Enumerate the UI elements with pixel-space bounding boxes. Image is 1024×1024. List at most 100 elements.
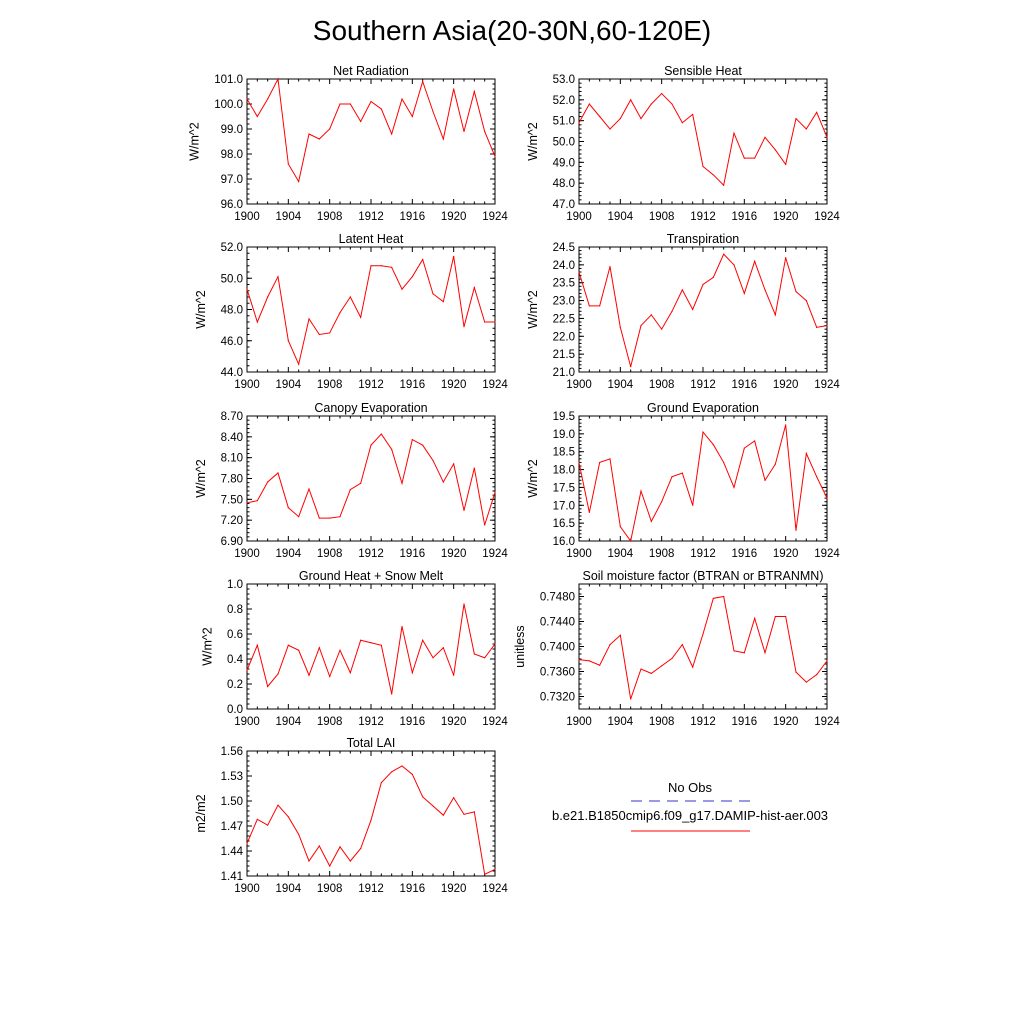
- panel: Sensible Heat 1900 1904 1908 1912 1916 1920 192…: [526, 64, 840, 223]
- data-point: [599, 664, 601, 666]
- x-tick-label: 1908: [649, 211, 675, 223]
- y-tick-label: 101.0: [214, 74, 243, 86]
- data-point: [463, 130, 465, 133]
- y-tick-label: 0.2: [227, 679, 243, 691]
- panel-title: Canopy Evaporation: [314, 401, 427, 415]
- data-point: [277, 673, 279, 675]
- data-point: [795, 117, 797, 120]
- data-point: [318, 845, 320, 847]
- data-point: [422, 639, 424, 641]
- data-point: [370, 642, 372, 644]
- x-tick-label: 1912: [690, 379, 716, 391]
- data-point: [391, 133, 393, 135]
- data-point: [733, 132, 735, 134]
- data-point: [339, 846, 341, 848]
- x-tick-label: 1904: [608, 379, 634, 391]
- data-point: [329, 128, 331, 130]
- y-tick-label: 0.6: [227, 629, 243, 641]
- data-point: [442, 647, 444, 649]
- data-point: [692, 113, 694, 116]
- data-point: [599, 461, 601, 464]
- data-point: [723, 253, 725, 255]
- data-point: [401, 765, 403, 767]
- data-point: [298, 180, 300, 183]
- data-point: [599, 115, 601, 118]
- data-point: [578, 461, 580, 464]
- x-tick-label: 1920: [773, 379, 799, 391]
- x-tick-label: 1916: [732, 716, 758, 728]
- data-point: [494, 643, 496, 645]
- data-point: [588, 511, 590, 514]
- data-point: [349, 296, 351, 298]
- data-point: [360, 482, 362, 484]
- data-point: [298, 516, 300, 518]
- data-point: [702, 283, 704, 286]
- y-tick-label: 16.5: [553, 518, 575, 530]
- data-point: [349, 103, 351, 105]
- x-tick-label: 1908: [649, 379, 675, 391]
- data-point: [733, 486, 735, 489]
- y-axis-label: W/m^2: [188, 122, 202, 161]
- data-point: [380, 433, 382, 435]
- series-line: [246, 256, 495, 366]
- x-tick-label: 1900: [566, 211, 592, 223]
- data-point: [681, 644, 683, 646]
- data-point: [267, 481, 269, 483]
- data-point: [702, 431, 704, 433]
- data-point: [432, 657, 434, 659]
- x-tick-label: 1904: [276, 211, 302, 223]
- data-point: [712, 443, 714, 446]
- data-point: [442, 481, 444, 483]
- data-point: [795, 671, 797, 673]
- data-point: [256, 500, 258, 502]
- y-tick-label: 8.70: [221, 411, 243, 423]
- data-point: [484, 130, 486, 133]
- x-tick-label: 1916: [400, 716, 426, 728]
- x-tick-label: 1908: [317, 883, 343, 895]
- data-point: [816, 111, 818, 113]
- panel-title: Total LAI: [347, 736, 396, 750]
- data-point: [401, 98, 403, 100]
- data-point: [422, 258, 424, 261]
- data-point: [339, 649, 341, 651]
- x-tick-label: 1904: [276, 548, 302, 560]
- data-point: [246, 98, 248, 100]
- data-point: [494, 868, 496, 870]
- y-tick-label: 0.0: [227, 704, 243, 716]
- x-tick-label: 1912: [690, 211, 716, 223]
- data-point: [349, 489, 351, 491]
- data-point: [391, 266, 393, 268]
- data-point: [432, 110, 434, 113]
- data-point: [401, 288, 403, 290]
- data-point: [630, 698, 632, 700]
- plot-frame: [246, 415, 496, 542]
- data-point: [826, 497, 828, 499]
- data-point: [277, 276, 279, 278]
- data-point: [329, 517, 331, 519]
- x-tick-label: 1920: [773, 211, 799, 223]
- data-point: [329, 675, 331, 678]
- data-point: [329, 865, 331, 867]
- data-point: [743, 447, 745, 449]
- x-tick-label: 1924: [814, 211, 840, 223]
- data-point: [774, 314, 776, 316]
- x-tick-label: 1904: [276, 716, 302, 728]
- data-point: [723, 461, 725, 464]
- series-line: [246, 603, 496, 695]
- x-tick-label: 1920: [441, 548, 467, 560]
- data-point: [805, 299, 807, 302]
- data-point: [785, 163, 787, 166]
- x-tick-label: 1908: [317, 716, 343, 728]
- data-point: [826, 136, 828, 138]
- data-point: [609, 266, 611, 268]
- y-tick-label: 21.0: [553, 367, 575, 379]
- data-point: [743, 652, 745, 654]
- data-point: [494, 321, 496, 323]
- data-point: [370, 265, 372, 267]
- data-point: [640, 324, 642, 327]
- data-point: [692, 666, 694, 668]
- y-tick-label: 47.0: [553, 199, 575, 211]
- panels: Net Radiation 1900 1904 1908 1912 1916 1920 192…: [188, 64, 841, 895]
- data-point: [422, 444, 424, 446]
- y-tick-label: 98.0: [221, 149, 243, 161]
